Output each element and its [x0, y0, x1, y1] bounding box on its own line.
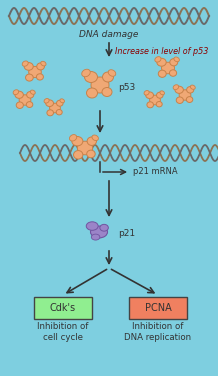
Ellipse shape [90, 226, 107, 238]
Ellipse shape [173, 85, 179, 89]
Ellipse shape [56, 100, 63, 106]
FancyBboxPatch shape [129, 297, 187, 319]
Ellipse shape [100, 224, 108, 231]
Ellipse shape [36, 74, 43, 80]
Ellipse shape [187, 86, 194, 93]
Text: Inhibition of
cell cycle: Inhibition of cell cycle [37, 322, 89, 343]
Text: DNA damage: DNA damage [79, 30, 139, 39]
FancyBboxPatch shape [34, 297, 92, 319]
Ellipse shape [46, 100, 53, 106]
Ellipse shape [170, 59, 178, 66]
Ellipse shape [102, 72, 114, 82]
Ellipse shape [186, 97, 193, 103]
Ellipse shape [13, 90, 19, 95]
Ellipse shape [70, 135, 77, 141]
Ellipse shape [91, 77, 109, 93]
Ellipse shape [87, 150, 95, 158]
Ellipse shape [86, 222, 98, 230]
Ellipse shape [60, 99, 65, 103]
Ellipse shape [87, 137, 97, 146]
Ellipse shape [175, 86, 183, 93]
Ellipse shape [157, 58, 166, 66]
Text: p21: p21 [118, 229, 135, 238]
Ellipse shape [37, 63, 44, 70]
Ellipse shape [146, 92, 153, 99]
Ellipse shape [19, 95, 31, 105]
Ellipse shape [27, 91, 34, 98]
Ellipse shape [155, 57, 161, 62]
Ellipse shape [77, 141, 93, 155]
Ellipse shape [169, 70, 177, 76]
Text: Cdk's: Cdk's [50, 303, 76, 313]
Ellipse shape [72, 136, 83, 146]
Ellipse shape [92, 135, 98, 141]
Ellipse shape [102, 88, 112, 97]
Ellipse shape [41, 61, 46, 66]
Ellipse shape [108, 70, 116, 76]
Ellipse shape [160, 91, 164, 95]
Ellipse shape [22, 61, 28, 66]
Ellipse shape [47, 110, 53, 116]
Ellipse shape [162, 62, 174, 74]
Ellipse shape [82, 69, 90, 77]
Ellipse shape [174, 57, 179, 62]
Ellipse shape [156, 102, 162, 107]
Ellipse shape [44, 99, 49, 103]
Text: Inhibition of
DNA replication: Inhibition of DNA replication [124, 322, 192, 343]
Text: PCNA: PCNA [145, 303, 171, 313]
Text: p53: p53 [118, 82, 135, 91]
Ellipse shape [73, 150, 83, 159]
Ellipse shape [24, 62, 33, 70]
Text: p21 mRNA: p21 mRNA [133, 167, 178, 176]
Ellipse shape [91, 234, 100, 240]
Ellipse shape [150, 95, 160, 105]
Ellipse shape [158, 70, 166, 77]
Ellipse shape [179, 90, 191, 100]
Ellipse shape [144, 91, 149, 95]
Ellipse shape [26, 74, 33, 81]
Ellipse shape [26, 102, 33, 108]
Ellipse shape [147, 102, 153, 108]
Ellipse shape [85, 71, 97, 82]
Ellipse shape [15, 91, 23, 99]
Ellipse shape [190, 85, 195, 89]
Ellipse shape [29, 67, 41, 77]
Ellipse shape [176, 97, 183, 103]
Text: Increase in level of p53: Increase in level of p53 [115, 47, 208, 56]
Ellipse shape [56, 109, 62, 115]
Ellipse shape [16, 102, 23, 108]
Ellipse shape [87, 88, 97, 98]
Ellipse shape [30, 90, 35, 94]
Ellipse shape [157, 92, 163, 98]
Ellipse shape [50, 103, 60, 113]
